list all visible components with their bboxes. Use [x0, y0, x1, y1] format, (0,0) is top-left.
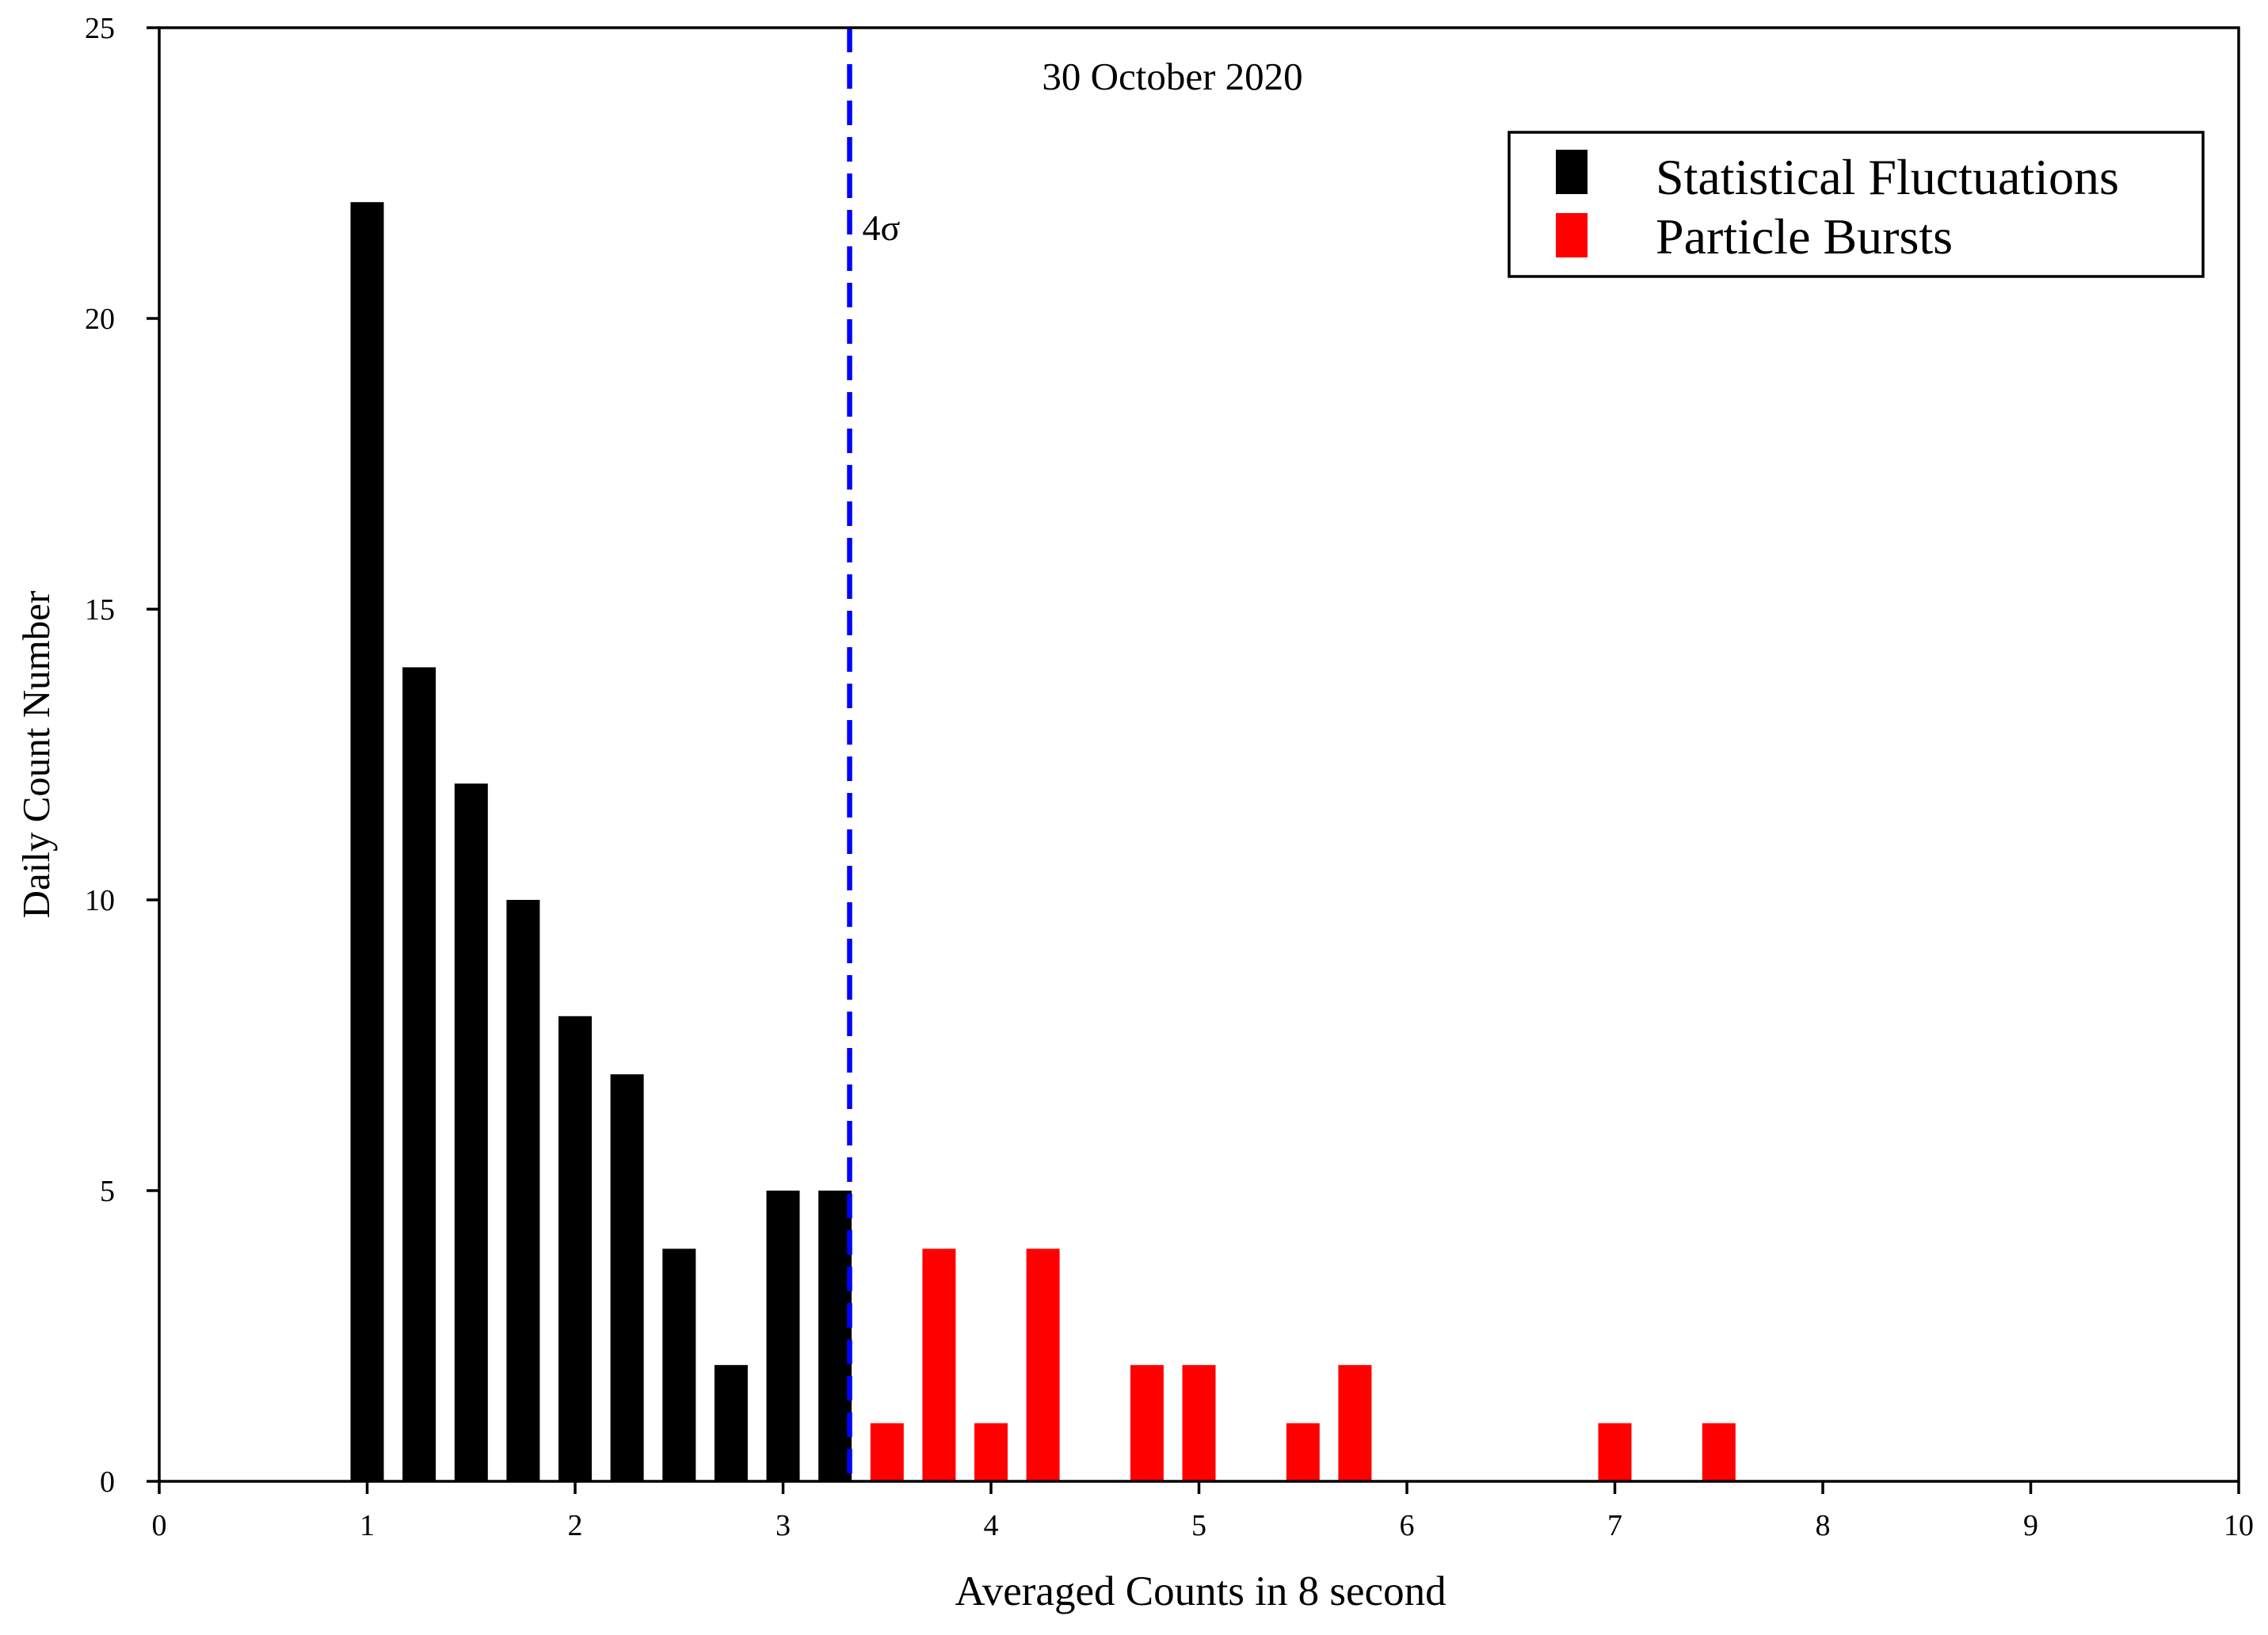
legend-swatch-particle-bursts	[1556, 213, 1588, 257]
x-tick-label: 8	[1816, 1509, 1831, 1542]
legend-label-statistical-fluctuations: Statistical Fluctuations	[1656, 149, 2119, 205]
bar-particle-bursts-9	[1702, 1423, 1736, 1481]
x-tick-label: 7	[1607, 1509, 1622, 1542]
bar-particle-bursts-6	[1286, 1423, 1320, 1481]
bar-particle-bursts-0	[870, 1423, 904, 1481]
bar-statistical-fluctuations-5	[610, 1074, 644, 1481]
y-tick-label: 5	[100, 1175, 115, 1208]
x-tick-label: 3	[776, 1509, 791, 1542]
threshold-label: 4σ	[863, 208, 901, 248]
bar-statistical-fluctuations-2	[454, 783, 488, 1481]
bar-statistical-fluctuations-6	[662, 1248, 696, 1481]
bar-particle-bursts-5	[1182, 1365, 1216, 1481]
bar-particle-bursts-4	[1130, 1365, 1164, 1481]
bar-statistical-fluctuations-8	[766, 1191, 800, 1481]
bar-statistical-fluctuations-3	[506, 900, 540, 1481]
bar-particle-bursts-1	[922, 1248, 956, 1481]
y-tick-label: 0	[100, 1465, 115, 1499]
legend-box	[1508, 131, 2205, 278]
y-tick-label: 15	[85, 593, 115, 627]
bar-statistical-fluctuations-4	[558, 1016, 592, 1481]
bar-particle-bursts-8	[1598, 1423, 1632, 1481]
legend-label-particle-bursts: Particle Bursts	[1656, 208, 1953, 265]
x-axis-label: Averaged Counts in 8 second	[955, 1568, 1446, 1614]
y-axis-label: Daily Count Number	[14, 591, 58, 919]
x-tick-label: 4	[984, 1509, 999, 1542]
x-tick-label: 9	[2023, 1509, 2038, 1542]
x-tick-label: 10	[2224, 1509, 2254, 1542]
bars-group	[350, 202, 1736, 1482]
x-tick-label: 6	[1400, 1509, 1415, 1542]
x-tick-label: 1	[360, 1509, 375, 1542]
axis-ticks: 0 1 2 3 4 5 6 7 8 9 10 0 5 10 15 20 25	[85, 12, 2254, 1542]
bar-statistical-fluctuations-7	[714, 1365, 748, 1481]
chart-title: 30 October 2020	[1042, 55, 1302, 98]
bar-particle-bursts-2	[974, 1423, 1008, 1481]
bar-particle-bursts-7	[1338, 1365, 1372, 1481]
bar-statistical-fluctuations-9	[818, 1191, 852, 1481]
x-tick-label: 5	[1191, 1509, 1206, 1542]
bar-statistical-fluctuations-0	[350, 202, 384, 1482]
bar-statistical-fluctuations-1	[402, 667, 436, 1481]
legend: Statistical Fluctuations Particle Bursts	[1508, 131, 2205, 278]
x-tick-label: 0	[152, 1509, 167, 1542]
bar-particle-bursts-3	[1026, 1248, 1060, 1481]
y-tick-label: 20	[85, 303, 115, 336]
y-tick-label: 25	[85, 12, 115, 45]
legend-swatch-statistical-fluctuations	[1556, 150, 1588, 194]
x-tick-label: 2	[568, 1509, 583, 1542]
y-tick-label: 10	[85, 884, 115, 917]
